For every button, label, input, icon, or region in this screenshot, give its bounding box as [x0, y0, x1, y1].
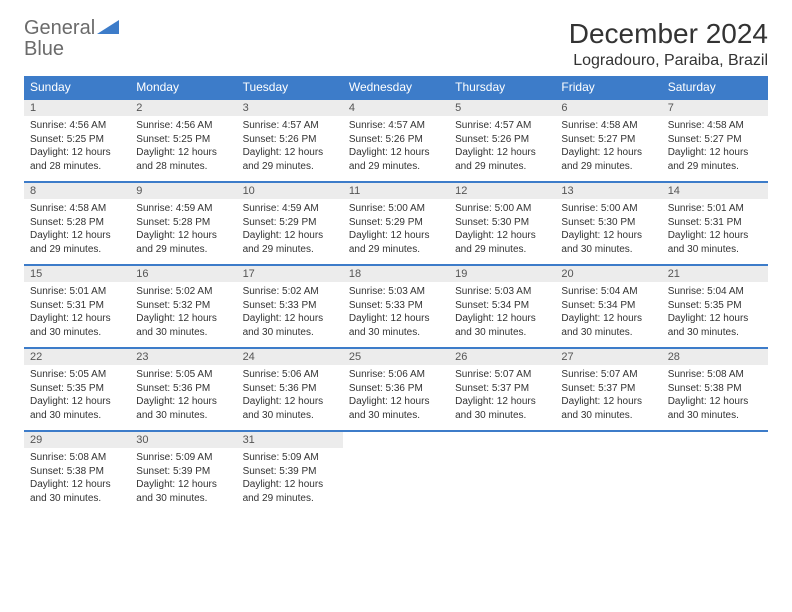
day-number-cell: 3 — [237, 99, 343, 116]
day-number-cell: 29 — [24, 431, 130, 448]
day-number-cell: 20 — [555, 265, 661, 282]
day-detail-cell — [449, 448, 555, 513]
day-number-cell: 11 — [343, 182, 449, 199]
day-number-cell: 26 — [449, 348, 555, 365]
month-title: December 2024 — [569, 18, 768, 50]
day-number-cell: 21 — [662, 265, 768, 282]
day-detail-cell: Sunrise: 5:08 AMSunset: 5:38 PMDaylight:… — [662, 365, 768, 431]
day-number-cell: 10 — [237, 182, 343, 199]
day-number-cell: 18 — [343, 265, 449, 282]
day-detail-cell: Sunrise: 5:05 AMSunset: 5:35 PMDaylight:… — [24, 365, 130, 431]
day-detail-cell: Sunrise: 5:01 AMSunset: 5:31 PMDaylight:… — [24, 282, 130, 348]
day-detail-cell: Sunrise: 5:06 AMSunset: 5:36 PMDaylight:… — [343, 365, 449, 431]
day-number-row: 891011121314 — [24, 182, 768, 199]
day-number-cell — [343, 431, 449, 448]
day-detail-cell: Sunrise: 5:00 AMSunset: 5:29 PMDaylight:… — [343, 199, 449, 265]
day-number-cell: 5 — [449, 99, 555, 116]
weekday-header: Thursday — [449, 76, 555, 99]
weekday-header: Tuesday — [237, 76, 343, 99]
day-number-cell: 6 — [555, 99, 661, 116]
day-detail-cell: Sunrise: 5:05 AMSunset: 5:36 PMDaylight:… — [130, 365, 236, 431]
day-number-cell: 16 — [130, 265, 236, 282]
page-header: General Blue December 2024 Logradouro, P… — [24, 18, 768, 70]
weekday-header: Monday — [130, 76, 236, 99]
day-detail-cell — [343, 448, 449, 513]
day-detail-cell: Sunrise: 5:04 AMSunset: 5:35 PMDaylight:… — [662, 282, 768, 348]
day-detail-row: Sunrise: 5:01 AMSunset: 5:31 PMDaylight:… — [24, 282, 768, 348]
day-detail-cell — [662, 448, 768, 513]
day-number-cell — [555, 431, 661, 448]
day-number-cell: 25 — [343, 348, 449, 365]
calendar-table: SundayMondayTuesdayWednesdayThursdayFrid… — [24, 76, 768, 513]
day-detail-cell: Sunrise: 4:57 AMSunset: 5:26 PMDaylight:… — [449, 116, 555, 182]
day-number-cell — [662, 431, 768, 448]
day-detail-cell: Sunrise: 4:59 AMSunset: 5:28 PMDaylight:… — [130, 199, 236, 265]
day-detail-cell: Sunrise: 4:57 AMSunset: 5:26 PMDaylight:… — [343, 116, 449, 182]
day-detail-cell: Sunrise: 4:58 AMSunset: 5:27 PMDaylight:… — [555, 116, 661, 182]
day-detail-cell: Sunrise: 5:01 AMSunset: 5:31 PMDaylight:… — [662, 199, 768, 265]
weekday-header: Sunday — [24, 76, 130, 99]
day-number-row: 15161718192021 — [24, 265, 768, 282]
day-detail-cell: Sunrise: 4:58 AMSunset: 5:27 PMDaylight:… — [662, 116, 768, 182]
day-detail-cell: Sunrise: 5:08 AMSunset: 5:38 PMDaylight:… — [24, 448, 130, 513]
day-detail-cell: Sunrise: 4:56 AMSunset: 5:25 PMDaylight:… — [130, 116, 236, 182]
brand-text: General Blue — [24, 18, 119, 60]
day-detail-cell: Sunrise: 4:56 AMSunset: 5:25 PMDaylight:… — [24, 116, 130, 182]
day-detail-cell: Sunrise: 5:02 AMSunset: 5:32 PMDaylight:… — [130, 282, 236, 348]
day-number-cell: 23 — [130, 348, 236, 365]
day-number-cell: 24 — [237, 348, 343, 365]
day-number-cell: 2 — [130, 99, 236, 116]
day-number-cell: 30 — [130, 431, 236, 448]
day-number-cell: 22 — [24, 348, 130, 365]
day-detail-cell: Sunrise: 5:04 AMSunset: 5:34 PMDaylight:… — [555, 282, 661, 348]
day-detail-row: Sunrise: 5:08 AMSunset: 5:38 PMDaylight:… — [24, 448, 768, 513]
day-number-cell: 15 — [24, 265, 130, 282]
day-number-cell: 8 — [24, 182, 130, 199]
day-detail-row: Sunrise: 4:56 AMSunset: 5:25 PMDaylight:… — [24, 116, 768, 182]
day-number-row: 22232425262728 — [24, 348, 768, 365]
day-number-cell: 28 — [662, 348, 768, 365]
day-detail-cell: Sunrise: 5:09 AMSunset: 5:39 PMDaylight:… — [237, 448, 343, 513]
weekday-header: Wednesday — [343, 76, 449, 99]
day-detail-cell: Sunrise: 5:07 AMSunset: 5:37 PMDaylight:… — [555, 365, 661, 431]
weekday-header-row: SundayMondayTuesdayWednesdayThursdayFrid… — [24, 76, 768, 99]
weekday-header: Friday — [555, 76, 661, 99]
day-number-row: 293031 — [24, 431, 768, 448]
day-detail-cell: Sunrise: 4:59 AMSunset: 5:29 PMDaylight:… — [237, 199, 343, 265]
day-detail-row: Sunrise: 4:58 AMSunset: 5:28 PMDaylight:… — [24, 199, 768, 265]
day-number-cell: 7 — [662, 99, 768, 116]
day-number-cell: 31 — [237, 431, 343, 448]
day-number-cell: 13 — [555, 182, 661, 199]
day-detail-cell: Sunrise: 5:09 AMSunset: 5:39 PMDaylight:… — [130, 448, 236, 513]
brand-part1: General — [24, 17, 95, 39]
day-number-cell: 19 — [449, 265, 555, 282]
day-detail-cell: Sunrise: 5:03 AMSunset: 5:33 PMDaylight:… — [343, 282, 449, 348]
location-text: Logradouro, Paraiba, Brazil — [569, 52, 768, 70]
triangle-icon — [97, 20, 119, 34]
day-detail-cell: Sunrise: 4:57 AMSunset: 5:26 PMDaylight:… — [237, 116, 343, 182]
day-number-cell: 17 — [237, 265, 343, 282]
day-number-cell: 12 — [449, 182, 555, 199]
day-detail-cell: Sunrise: 5:00 AMSunset: 5:30 PMDaylight:… — [555, 199, 661, 265]
day-number-cell: 4 — [343, 99, 449, 116]
day-detail-cell: Sunrise: 5:06 AMSunset: 5:36 PMDaylight:… — [237, 365, 343, 431]
weekday-header: Saturday — [662, 76, 768, 99]
brand-logo: General Blue — [24, 18, 119, 60]
day-detail-cell — [555, 448, 661, 513]
day-detail-cell: Sunrise: 5:00 AMSunset: 5:30 PMDaylight:… — [449, 199, 555, 265]
day-detail-row: Sunrise: 5:05 AMSunset: 5:35 PMDaylight:… — [24, 365, 768, 431]
day-detail-cell: Sunrise: 5:02 AMSunset: 5:33 PMDaylight:… — [237, 282, 343, 348]
day-detail-cell: Sunrise: 4:58 AMSunset: 5:28 PMDaylight:… — [24, 199, 130, 265]
day-number-cell: 1 — [24, 99, 130, 116]
day-detail-cell: Sunrise: 5:03 AMSunset: 5:34 PMDaylight:… — [449, 282, 555, 348]
day-detail-cell: Sunrise: 5:07 AMSunset: 5:37 PMDaylight:… — [449, 365, 555, 431]
day-number-cell: 14 — [662, 182, 768, 199]
title-block: December 2024 Logradouro, Paraiba, Brazi… — [569, 18, 768, 70]
calendar-body: 1234567Sunrise: 4:56 AMSunset: 5:25 PMDa… — [24, 99, 768, 513]
day-number-cell: 27 — [555, 348, 661, 365]
brand-part2: Blue — [24, 38, 64, 60]
day-number-cell: 9 — [130, 182, 236, 199]
day-number-row: 1234567 — [24, 99, 768, 116]
day-number-cell — [449, 431, 555, 448]
